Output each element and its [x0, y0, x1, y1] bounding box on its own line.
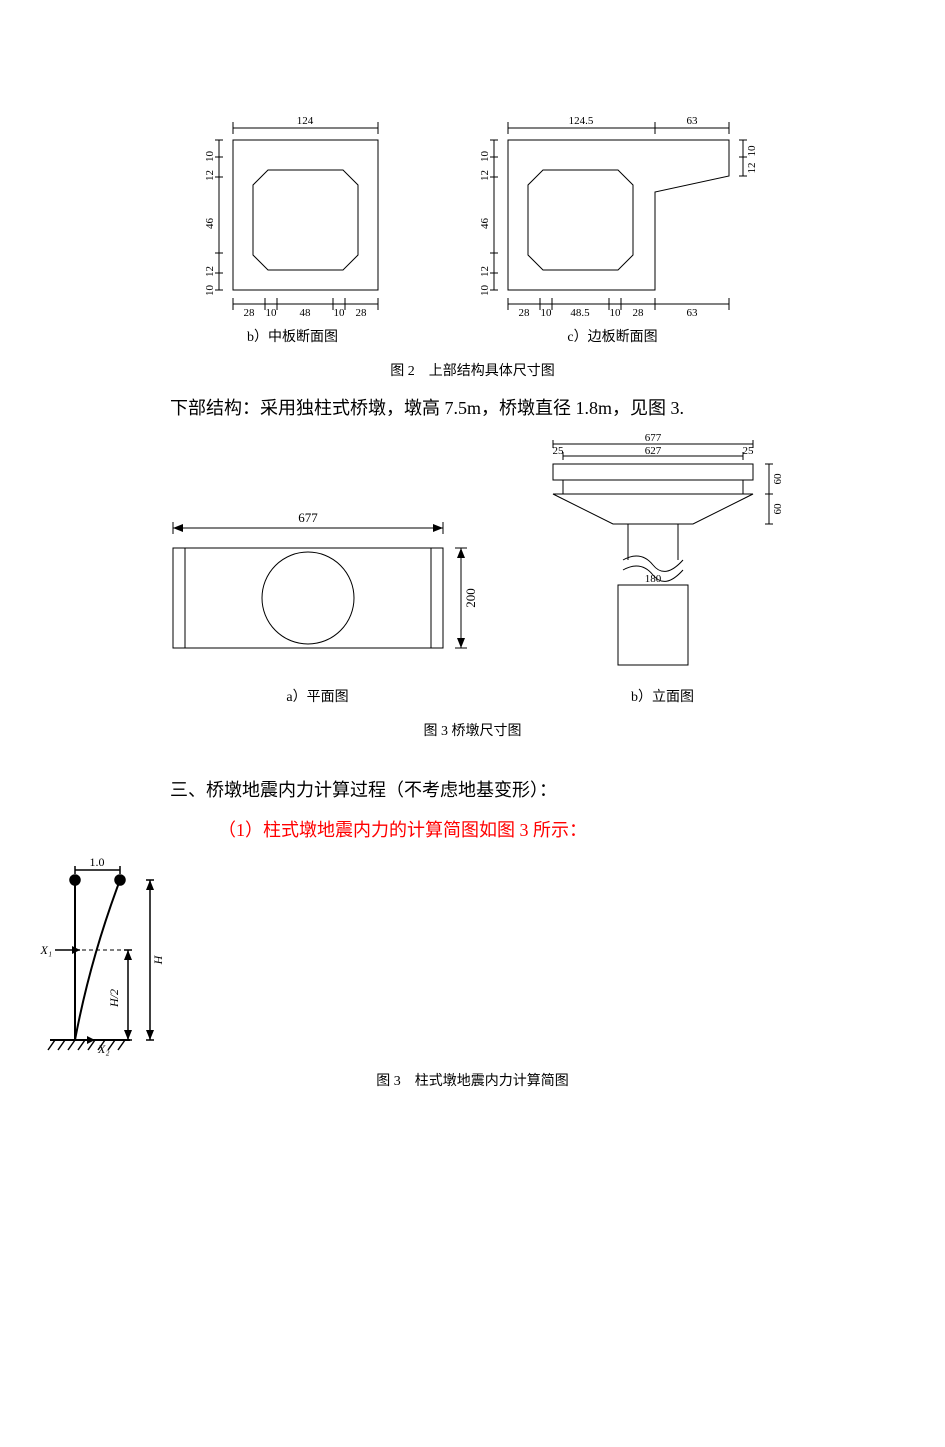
- svg-text:46: 46: [204, 218, 216, 230]
- fig3pier-row: 677 200 a）平面图: [0, 430, 945, 706]
- svg-text:200: 200: [463, 588, 478, 608]
- fig2c-caption: c）边板断面图: [463, 326, 763, 346]
- svg-text:H/2: H/2: [107, 989, 121, 1008]
- section3-red: （1）柱式墩地震内力的计算简图如图 3 所示：: [218, 816, 945, 842]
- fig3calc-svg: 1.0 X₁ X₂ H H/2: [0, 850, 200, 1060]
- svg-text:25: 25: [552, 445, 564, 457]
- svg-text:677: 677: [644, 432, 661, 444]
- svg-text:12: 12: [479, 170, 491, 181]
- svg-text:1.0: 1.0: [90, 855, 105, 869]
- svg-text:X₂: X₂: [97, 1042, 110, 1056]
- fig3a-caption: a）平面图: [153, 686, 483, 706]
- fig2b-topdim: 124: [296, 115, 313, 127]
- svg-text:627: 627: [644, 445, 661, 457]
- svg-text:25: 25: [742, 445, 754, 457]
- svg-text:677: 677: [298, 510, 318, 525]
- svg-text:X₁: X₁: [39, 943, 52, 957]
- svg-text:10: 10: [265, 307, 277, 319]
- svg-text:60: 60: [772, 473, 784, 485]
- body-text-1: 下部结构：采用独柱式桥墩，墩高 7.5m，桥墩直径 1.8m，见图 3.: [170, 394, 945, 420]
- svg-text:63: 63: [686, 115, 698, 127]
- svg-text:48.5: 48.5: [570, 307, 590, 319]
- svg-text:180: 180: [644, 573, 661, 585]
- svg-text:12: 12: [204, 266, 216, 277]
- section3-title: 三、桥墩地震内力计算过程（不考虑地基变形）：: [170, 776, 945, 802]
- svg-text:124.5: 124.5: [568, 115, 593, 127]
- svg-text:10: 10: [204, 285, 216, 297]
- svg-text:10: 10: [479, 285, 491, 297]
- svg-text:10: 10: [609, 307, 621, 319]
- fig2b-caption: b）中板断面图: [183, 326, 403, 346]
- svg-text:48: 48: [299, 307, 311, 319]
- svg-text:63: 63: [686, 307, 698, 319]
- fig3a-svg: 677 200: [153, 500, 483, 680]
- svg-text:12: 12: [746, 163, 758, 174]
- fig2c-block: 124.5 63 10 12: [463, 110, 763, 346]
- fig2-row: 124 10 12 46 12: [0, 110, 945, 346]
- fig3b-svg: 677 627 25 25 60 60: [533, 430, 793, 680]
- svg-text:10: 10: [746, 145, 758, 157]
- svg-text:60: 60: [772, 503, 784, 515]
- fig3b-caption: b）立面图: [533, 686, 793, 706]
- svg-text:46: 46: [479, 218, 491, 230]
- svg-text:10: 10: [204, 151, 216, 163]
- svg-text:H: H: [151, 954, 165, 965]
- fig2b-block: 124 10 12 46 12: [183, 110, 403, 346]
- svg-text:12: 12: [479, 266, 491, 277]
- svg-text:10: 10: [333, 307, 345, 319]
- svg-text:28: 28: [518, 307, 530, 319]
- fig3calc-title: 图 3 柱式墩地震内力计算简图: [0, 1070, 945, 1090]
- svg-text:12: 12: [204, 170, 216, 181]
- fig3pier-title: 图 3 桥墩尺寸图: [0, 720, 945, 740]
- svg-text:28: 28: [243, 307, 255, 319]
- fig3b-block: 677 627 25 25 60 60: [533, 430, 793, 706]
- fig3calc-block: 1.0 X₁ X₂ H H/2: [0, 850, 945, 1090]
- fig3a-block: 677 200 a）平面图: [153, 500, 483, 706]
- svg-text:10: 10: [479, 151, 491, 163]
- svg-text:28: 28: [632, 307, 644, 319]
- fig2-title: 图 2 上部结构具体尺寸图: [0, 360, 945, 380]
- svg-text:10: 10: [540, 307, 552, 319]
- fig2c-svg: 124.5 63 10 12: [463, 110, 763, 320]
- svg-text:28: 28: [355, 307, 367, 319]
- fig2b-svg: 124 10 12 46 12: [183, 110, 403, 320]
